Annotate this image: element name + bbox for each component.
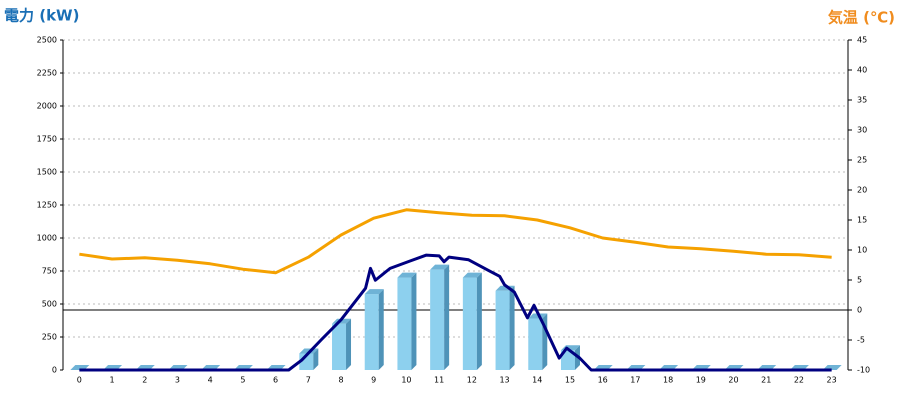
y2-tick-label: 25 — [857, 156, 867, 165]
y2-tick-label: 0 — [857, 306, 862, 315]
y2-tick-label: -10 — [857, 366, 870, 375]
x-tick-label: 1 — [110, 376, 115, 385]
x-tick-label: 3 — [175, 376, 180, 385]
bar-face — [444, 264, 450, 370]
y-tick-label: 1250 — [37, 201, 57, 210]
bar-face — [346, 318, 352, 370]
bar — [397, 272, 417, 370]
y-tick-label: 2250 — [37, 69, 57, 78]
bar-face — [528, 318, 543, 370]
x-tick-label: 16 — [598, 376, 608, 385]
y-tick-label: 0 — [52, 366, 57, 375]
line — [79, 208, 832, 275]
x-tick-label: 8 — [338, 376, 343, 385]
bar — [528, 313, 548, 370]
y2-tick-label: 20 — [857, 186, 867, 195]
x-tick-label: 7 — [306, 376, 311, 385]
x-tick-label: 19 — [696, 376, 706, 385]
line — [79, 253, 832, 372]
bar-face — [364, 294, 379, 370]
x-tick-label: 2 — [142, 376, 147, 385]
x-tick-label: 6 — [273, 376, 278, 385]
y-tick-label: 2500 — [37, 36, 57, 45]
bar-face — [364, 289, 384, 295]
y2-tick-label: 10 — [857, 246, 867, 255]
y-tick-label: 750 — [42, 267, 57, 276]
x-tick-label: 20 — [728, 376, 738, 385]
x-tick-label: 13 — [499, 376, 509, 385]
bar-face — [378, 289, 384, 370]
bar-face — [313, 348, 319, 370]
y2-tick-label: 5 — [857, 276, 862, 285]
bar — [430, 264, 450, 370]
x-tick-label: 23 — [827, 376, 837, 385]
y-tick-label: 250 — [42, 333, 57, 342]
bar-face — [397, 277, 412, 370]
y2-tick-label: 30 — [857, 126, 867, 135]
x-tick-label: 12 — [467, 376, 477, 385]
y-tick-label: 1000 — [37, 234, 57, 243]
y2-tick-label: -5 — [857, 336, 865, 345]
y2-tick-label: 15 — [857, 216, 867, 225]
y2-tick-label: 40 — [857, 66, 867, 75]
y-tick-label: 1750 — [37, 135, 57, 144]
x-tick-label: 10 — [401, 376, 411, 385]
bar-face — [430, 264, 450, 270]
x-tick-label: 0 — [77, 376, 82, 385]
bar — [495, 285, 515, 370]
bar-face — [495, 290, 510, 370]
bar-face — [462, 277, 477, 370]
y-axis-title: 電力 (kW) — [4, 7, 79, 25]
x-tick-label: 17 — [630, 376, 640, 385]
bar-face — [430, 269, 445, 370]
y2-axis-title: 気温 (℃) — [828, 9, 895, 27]
x-tick-label: 15 — [565, 376, 575, 385]
y-tick-label: 1500 — [37, 168, 57, 177]
y2-tick-label: 35 — [857, 96, 867, 105]
bar — [364, 289, 384, 370]
x-tick-label: 9 — [371, 376, 376, 385]
bar-face — [476, 272, 482, 370]
bar-face — [462, 272, 482, 278]
x-tick-label: 18 — [663, 376, 673, 385]
x-tick-label: 22 — [794, 376, 804, 385]
bar-face — [560, 350, 575, 370]
bar-face — [397, 272, 417, 278]
y2-tick-label: 45 — [857, 36, 867, 45]
y-tick-label: 2000 — [37, 102, 57, 111]
x-tick-label: 11 — [434, 376, 444, 385]
x-tick-label: 14 — [532, 376, 542, 385]
y-tick-label: 500 — [42, 300, 57, 309]
bar-face — [332, 323, 347, 370]
x-tick-label: 4 — [208, 376, 213, 385]
bar — [462, 272, 482, 370]
bar-face — [411, 272, 417, 370]
x-tick-label: 21 — [761, 376, 771, 385]
bar-face — [509, 285, 515, 370]
x-tick-label: 5 — [240, 376, 245, 385]
